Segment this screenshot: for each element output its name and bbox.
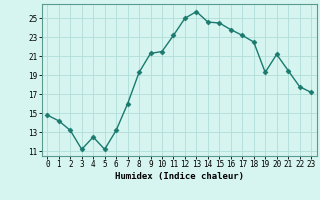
- X-axis label: Humidex (Indice chaleur): Humidex (Indice chaleur): [115, 172, 244, 181]
